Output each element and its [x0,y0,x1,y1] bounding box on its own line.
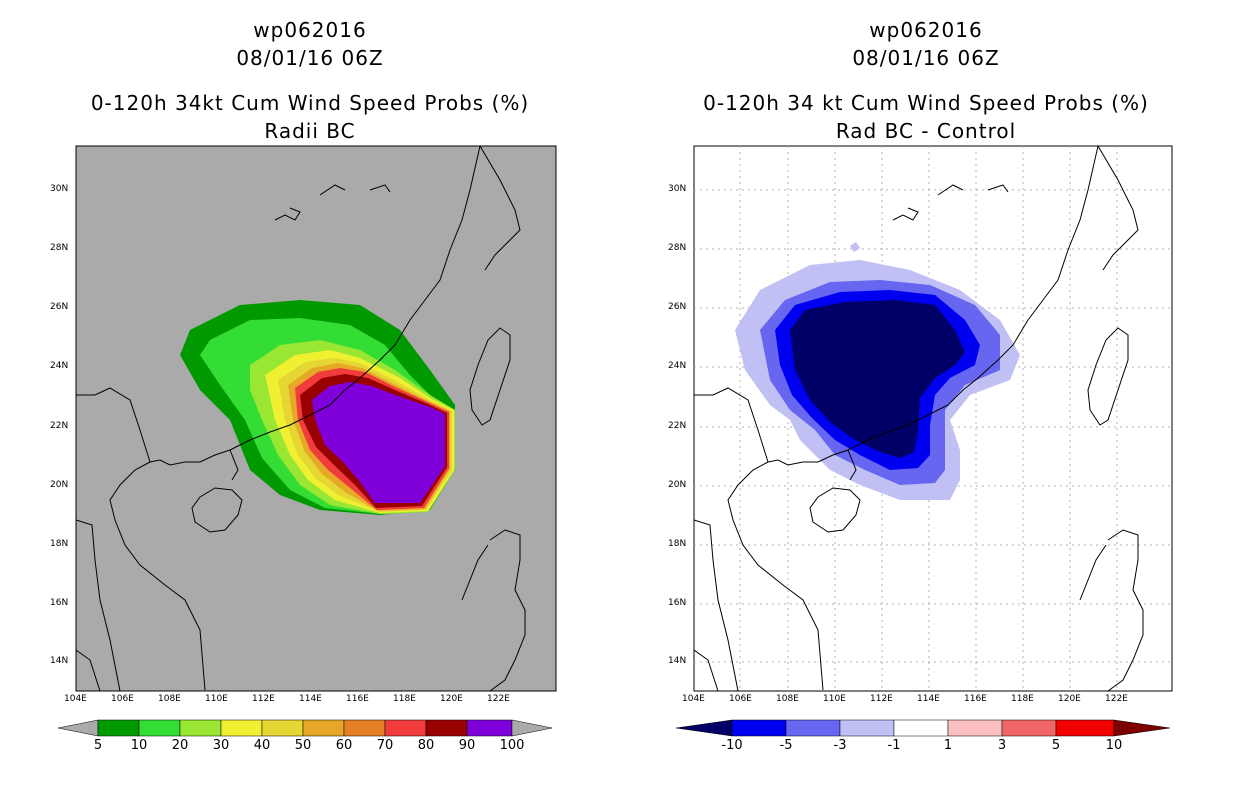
right-map [693,145,1173,692]
colorbar-label: 40 [253,738,271,753]
colorbar-label: 5 [93,738,103,753]
x-tick: 106E [111,694,134,704]
y-tick: 22N [50,421,69,431]
x-tick: 112E [252,694,275,704]
right-title-date: 08/01/16 06Z [852,46,1000,70]
y-tick: 16N [50,598,69,608]
colorbar-label: -1 [887,738,901,753]
x-tick: 120E [440,694,463,704]
colorbar-label: 100 [499,738,525,753]
y-tick: 26N [50,302,69,312]
colorbar-label: -10 [721,738,743,753]
y-tick: 28N [50,243,69,253]
x-tick: 118E [393,694,416,704]
left-title-date: 08/01/16 06Z [236,46,384,70]
colorbar-label: -3 [833,738,847,753]
right-colorbar [675,719,1171,737]
left-map [75,145,557,692]
x-tick: 116E [346,694,369,704]
y-tick: 16N [668,598,687,608]
y-tick: 24N [50,361,69,371]
x-tick: 114E [299,694,322,704]
colorbar-label: 10 [130,738,148,753]
y-tick: 20N [668,480,687,490]
x-tick: 108E [776,694,799,704]
x-tick: 116E [964,694,987,704]
y-tick: 14N [668,656,687,666]
x-tick: 110E [205,694,228,704]
x-tick: 118E [1011,694,1034,704]
x-tick: 114E [917,694,940,704]
colorbar-label: 60 [335,738,353,753]
x-tick: 120E [1058,694,1081,704]
colorbar-label: 20 [171,738,189,753]
colorbar-label: 50 [294,738,312,753]
y-tick: 20N [50,480,69,490]
y-tick: 30N [50,184,69,194]
colorbar-label: -5 [779,738,793,753]
right-title-subtitle: Rad BC - Control [835,119,1017,143]
y-tick: 24N [668,361,687,371]
y-tick: 26N [668,302,687,312]
colorbar-label: 1 [943,738,953,753]
colorbar-label: 10 [1105,738,1123,753]
x-tick: 108E [158,694,181,704]
right-title-product: 0-120h 34 kt Cum Wind Speed Probs (%) [703,91,1149,115]
left-title-storm: wp062016 [253,18,367,42]
y-tick: 22N [668,421,687,431]
colorbar-label: 70 [376,738,394,753]
x-tick: 112E [870,694,893,704]
colorbar-label: 30 [212,738,230,753]
left-title-subtitle: Radii BC [264,119,356,143]
y-tick: 18N [50,539,69,549]
colorbar-label: 3 [997,738,1007,753]
x-tick: 110E [823,694,846,704]
colorbar-label: 90 [458,738,476,753]
y-tick: 14N [50,656,69,666]
colorbar-label: 80 [417,738,435,753]
x-tick: 122E [1105,694,1128,704]
colorbar-label: 5 [1051,738,1061,753]
x-tick: 104E [682,694,705,704]
left-colorbar [57,719,553,737]
y-tick: 30N [668,184,687,194]
left-title-product: 0-120h 34kt Cum Wind Speed Probs (%) [90,91,530,115]
x-tick: 122E [487,694,510,704]
x-tick: 106E [729,694,752,704]
right-title-storm: wp062016 [869,18,983,42]
y-tick: 28N [668,243,687,253]
y-tick: 18N [668,539,687,549]
x-tick: 104E [64,694,87,704]
